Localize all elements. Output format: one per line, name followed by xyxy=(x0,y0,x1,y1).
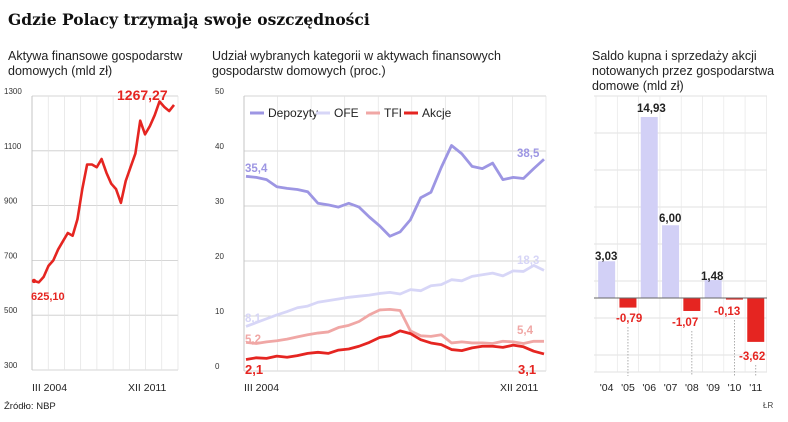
legend-label-tfi: TFI xyxy=(384,106,402,120)
x-tick-label: '05 xyxy=(621,382,635,394)
bar xyxy=(747,298,765,342)
x-end-label: XII 2011 xyxy=(128,382,166,394)
y-tick-label: 1300 xyxy=(4,87,22,96)
y-tick-label: 300 xyxy=(4,361,18,370)
author-credit: ŁR xyxy=(763,401,774,410)
y-tick-label: 20 xyxy=(215,252,224,261)
bar xyxy=(662,225,680,298)
x-tick-label: '11 xyxy=(749,382,762,394)
bar xyxy=(640,117,658,298)
tfi-start-label: 5,2 xyxy=(245,334,261,346)
akcje-start-label: 2,1 xyxy=(245,362,263,377)
ofe-line xyxy=(245,263,545,328)
bar xyxy=(683,298,701,311)
legend-label-ofe: OFE xyxy=(334,106,359,120)
y-tick-label: 30 xyxy=(215,197,224,206)
bar xyxy=(598,261,616,298)
value-label: -3,62 xyxy=(739,351,765,363)
x-start-label: III 2004 xyxy=(244,382,279,394)
source-note: Źródło: NBP xyxy=(4,401,56,412)
bar xyxy=(704,280,722,298)
x-tick-label: '06 xyxy=(642,382,656,394)
value-label: -1,07 xyxy=(672,317,698,329)
value-label: 3,03 xyxy=(595,251,617,263)
y-tick-label: 40 xyxy=(215,142,224,151)
x-tick-label: '09 xyxy=(706,382,720,394)
panel3-subtitle: Saldo kupna i sprzedaży akcji notowanych… xyxy=(592,49,775,93)
y-tick-label: 900 xyxy=(4,197,18,206)
bar xyxy=(619,298,637,308)
ofe-end-label: 18,3 xyxy=(517,255,539,267)
x-tick-label: '08 xyxy=(685,382,699,394)
y-tick-label: 10 xyxy=(215,307,224,316)
akcje-line xyxy=(245,329,545,361)
tfi-end-label: 5,4 xyxy=(517,325,534,337)
depozyty-end-label: 38,5 xyxy=(517,148,540,160)
value-label: -0,13 xyxy=(714,306,740,318)
x-tick-label: '04 xyxy=(600,382,614,394)
x-tick-label: '07 xyxy=(664,382,678,394)
y-tick-label: 1100 xyxy=(4,142,22,151)
y-tick-label: 700 xyxy=(4,251,18,260)
ofe-start-label: 8,1 xyxy=(245,313,262,325)
legend-label-akcje: Akcje xyxy=(422,106,452,120)
panel2-subtitle: Udział wybranych kategorii w aktywach fi… xyxy=(212,49,502,78)
y-tick-label: 50 xyxy=(215,87,224,96)
x-tick-label: '10 xyxy=(728,382,742,394)
value-label: 14,93 xyxy=(637,103,666,115)
first-value-label: 625,10 xyxy=(31,291,65,303)
value-label: -0,79 xyxy=(616,313,642,325)
bar xyxy=(725,298,743,300)
value-label: 1,48 xyxy=(701,271,724,283)
y-tick-label: 0 xyxy=(215,362,220,371)
value-label: 6,00 xyxy=(659,213,681,225)
x-end-label: XII 2011 xyxy=(500,382,538,394)
x-start-label: III 2004 xyxy=(32,382,67,394)
legend-label-depozyty: Depozyty xyxy=(268,106,318,120)
y-tick-label: 500 xyxy=(4,306,18,315)
assets-line xyxy=(33,100,176,284)
panel1-subtitle: Aktywa finansowe gospodarstw domowych (m… xyxy=(8,49,183,78)
tfi-line xyxy=(245,307,544,345)
akcje-end-label: 3,1 xyxy=(518,362,536,377)
last-value-label: 1267,27 xyxy=(117,87,168,103)
chart-title: Gdzie Polacy trzymają swoje oszczędności xyxy=(8,10,370,29)
first-point xyxy=(31,278,37,284)
depozyty-start-label: 35,4 xyxy=(245,163,268,175)
depozyty-line xyxy=(245,144,545,238)
